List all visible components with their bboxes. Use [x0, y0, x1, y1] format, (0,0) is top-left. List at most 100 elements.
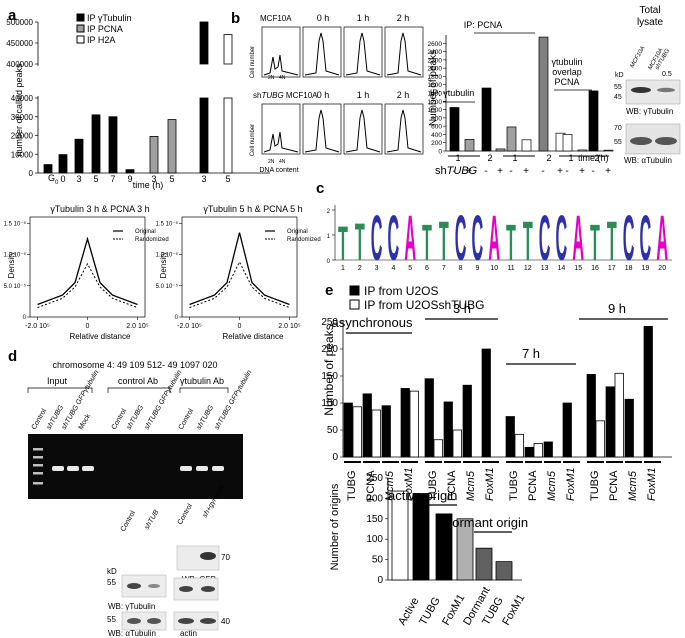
density-ytick-label: 5.0 10⁻⁵	[156, 283, 179, 290]
blot-atub	[121, 611, 167, 631]
origins-category-label: TUBG	[417, 595, 443, 627]
origins-ytick-label: 0	[377, 575, 383, 586]
origins-category-label: FoxM1	[500, 592, 527, 627]
legend-swatch-u2os	[349, 285, 360, 296]
peaks-bar	[464, 139, 475, 152]
e-category-label: Mcm5	[627, 470, 639, 501]
e-bar-shtubg	[409, 390, 419, 458]
e-category-label: PCNA	[365, 470, 377, 501]
lysate-band-gtub-2	[657, 87, 675, 93]
gel-ladder-band	[33, 464, 43, 467]
peaks-ytick-label: 0	[438, 149, 442, 156]
density-ytick-label: 0	[175, 315, 179, 321]
panel-label-d: d	[8, 348, 17, 365]
panel-d-bracket-gtub	[179, 387, 229, 393]
peaks-sh-sign: +	[523, 166, 529, 177]
blot-mw-70: 70	[221, 553, 230, 562]
panel-a-xtick-label: 9	[127, 174, 132, 184]
density-ytick-label: 1.5 10⁻⁵	[4, 220, 27, 227]
histogram-trace	[304, 32, 340, 76]
blot-gtub2-band-1	[179, 586, 193, 592]
panel-a-xtick-label: 0	[60, 174, 65, 184]
panel-b-overlap-3: PCNA	[554, 77, 579, 87]
e-category-label: PCNA	[527, 470, 539, 501]
legend-u2os: IP from U2OS	[364, 284, 438, 298]
panel-d-bracket-input	[27, 387, 93, 393]
logo-position-label: 2	[358, 265, 362, 272]
panel-e-ylabel: Number of peaks	[322, 324, 336, 415]
peaks-xtick-label: 2	[594, 153, 599, 163]
e-bar-shtubg	[533, 443, 543, 458]
panel-b-time-1h: 1 h	[357, 13, 370, 23]
peaks-sh-sign: +	[466, 166, 472, 177]
origins-bar	[435, 513, 453, 581]
panel-a-bar-high	[199, 21, 209, 65]
e-category-label: PCNA	[608, 470, 620, 501]
logo-letter: T	[355, 213, 365, 273]
lysate-band-gtub-1	[631, 87, 651, 93]
histogram-trace	[386, 109, 422, 153]
peaks-bar	[538, 36, 549, 152]
density-ytick-label: 1.5 10⁻⁵	[156, 220, 179, 227]
lysate-mw-45: 45	[614, 94, 622, 101]
legend-swatch-h2a	[76, 35, 85, 44]
logo-letter: T	[338, 217, 348, 271]
origins-bar	[456, 518, 474, 581]
histogram-trace	[304, 109, 340, 153]
e-group-label: asynchronous	[332, 315, 413, 330]
panel-a-bar-break	[198, 68, 210, 94]
histogram-box	[343, 103, 383, 155]
histogram-box	[343, 26, 383, 78]
panel-b-time-label: time (h)	[578, 153, 609, 163]
density-ytick-label: 0	[23, 315, 27, 321]
lysate-band-atub-2	[655, 137, 677, 145]
peaks-bar	[577, 149, 588, 152]
blot-gfp-band	[200, 552, 216, 560]
panel-b-time-2h: 2 h	[397, 13, 410, 23]
peaks-bar	[588, 90, 599, 152]
lysate-mw-55b: 55	[614, 139, 622, 146]
peaks-ytick-label: 200	[431, 140, 442, 147]
panel-a-bar-break	[222, 68, 234, 94]
origins-ytick-label: 150	[366, 514, 383, 525]
logo-ytick-label: 1	[327, 234, 331, 240]
panel-b-cellnumber-2: Cell number	[250, 124, 256, 156]
lysate-wb-gtub: WB: γTubulin	[626, 107, 673, 116]
logo-position-label: 4	[391, 265, 395, 272]
peaks-ytick-label: 1600	[428, 82, 443, 89]
logo-ytick-label: 0	[327, 259, 331, 265]
logo-letter: C	[455, 202, 467, 273]
gel-band	[52, 466, 64, 471]
lysate-title-2: lysate	[637, 17, 664, 28]
panel-a-bar	[108, 116, 118, 174]
panel-label-a: a	[8, 7, 17, 24]
logo-position-label: 10	[490, 265, 498, 272]
panel-a-xtick-label: 5	[169, 174, 174, 184]
peaks-sh-sign: +	[579, 166, 585, 177]
panel-a-bar	[74, 138, 84, 174]
panel-b-cell-suffix: MCF10A	[284, 91, 318, 100]
panel-b-2n-top: 2N	[268, 75, 275, 81]
legend-pcna: IP PCNA	[87, 24, 123, 34]
panel-a-bar	[125, 169, 135, 174]
panel-a-ytick-label: 40000	[11, 94, 34, 103]
e-bar-u2os	[586, 374, 596, 458]
e-category-label: FoxM1	[484, 467, 496, 501]
peaks-bar	[521, 139, 532, 152]
density-ytick-label: 1.0 10⁻⁵	[156, 252, 179, 259]
panel-c-sequence-logo: T1 T2 C3 C4 A5 T6 T7 C8 C9 A10 T11 T12 C13 C14 A15 T16 T…	[327, 202, 672, 274]
panel-a-xtick-label: 3	[151, 174, 156, 184]
e-bar-shtubg	[352, 406, 362, 458]
panel-b-2n: 2N	[268, 159, 275, 165]
density-plots: γTubulin 3 h & PCNA 3 h γTubulin 5 h & P…	[4, 204, 321, 341]
blot-mw-55b: 55	[107, 615, 116, 624]
e-bar-u2os	[543, 441, 553, 458]
density-title-1: γTubulin 3 h & PCNA 3 h	[50, 204, 149, 214]
logo-position-label: 9	[475, 265, 479, 272]
histogram-trace	[345, 109, 381, 153]
e-category-label: TUBG	[427, 470, 439, 501]
logo-position-label: 18	[625, 265, 633, 272]
density-xtick-label: 0	[238, 323, 242, 330]
panel-b-ip-pcna: IP: PCNA	[464, 20, 503, 30]
density-title-2: γTubulin 5 h & PCNA 5 h	[203, 204, 302, 214]
